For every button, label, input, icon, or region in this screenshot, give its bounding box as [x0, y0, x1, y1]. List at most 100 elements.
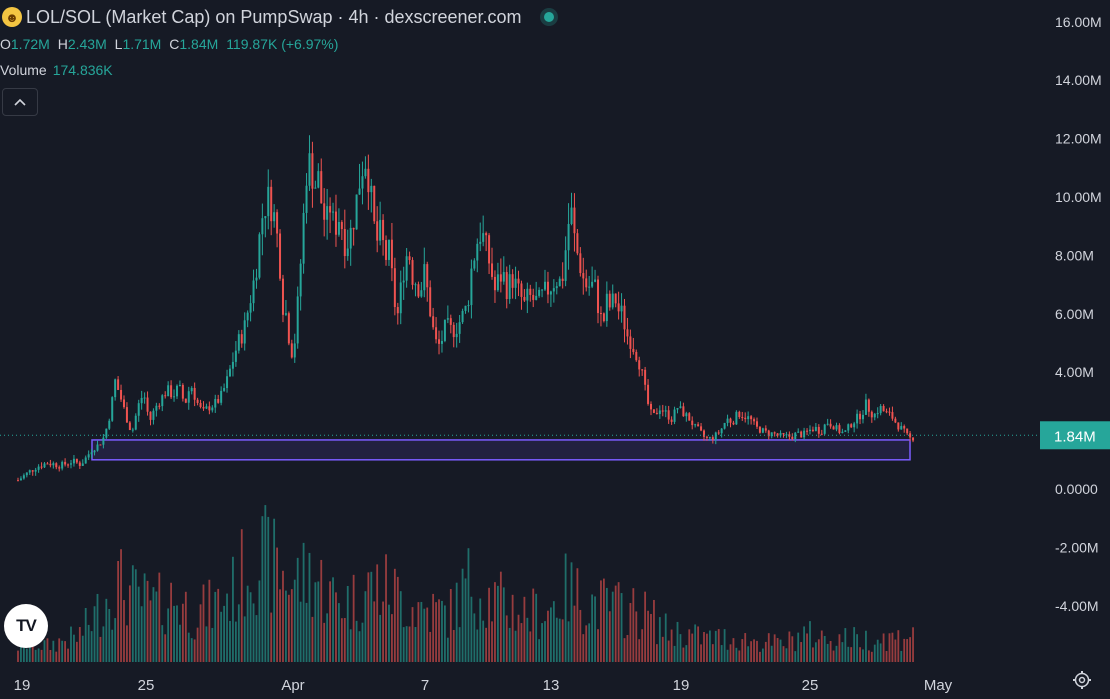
candle-body: [464, 305, 467, 311]
y-tick-label: -2.00M: [1055, 539, 1099, 555]
volume-bar: [708, 630, 711, 662]
x-tick-label: 7: [421, 677, 429, 694]
candle-body: [591, 281, 594, 287]
close-key: C: [169, 36, 180, 52]
collapse-legend-button[interactable]: [2, 88, 38, 116]
candle-body: [806, 430, 809, 432]
candle-body: [770, 432, 773, 437]
candle-body: [561, 278, 564, 281]
volume-bar: [214, 591, 217, 662]
volume-bar: [252, 603, 255, 662]
volume-bar: [876, 639, 879, 662]
volume-bar: [220, 611, 223, 662]
candle-body: [502, 272, 505, 282]
candle-body: [249, 303, 252, 313]
candle-body: [729, 418, 732, 423]
y-tick-label: 14.00M: [1055, 72, 1102, 88]
candle-body: [417, 284, 420, 297]
candle-body: [440, 340, 443, 344]
candle-body: [17, 480, 19, 482]
candle-body: [732, 422, 735, 425]
candle-body: [152, 410, 155, 420]
low-key: L: [114, 36, 123, 52]
volume-bar: [856, 634, 858, 662]
volume-bar: [161, 625, 164, 662]
volume-bar: [444, 605, 446, 662]
candle-body: [393, 268, 396, 308]
volume-bar: [594, 596, 596, 662]
candle-body: [909, 433, 912, 438]
volume-bar: [526, 617, 529, 662]
candle-body: [346, 248, 349, 257]
volume-bar: [305, 602, 308, 662]
candle-body: [694, 424, 697, 426]
volume-bar: [879, 643, 882, 662]
volume-bar: [753, 639, 755, 662]
candle-body: [626, 329, 629, 337]
candle-body: [443, 319, 446, 341]
volume-bar: [429, 631, 432, 662]
candle-body: [455, 333, 458, 338]
volume-bar: [173, 605, 175, 662]
candle-body: [491, 263, 494, 277]
volume-bar: [912, 627, 914, 662]
volume-bar: [211, 627, 214, 662]
candle-body: [46, 463, 49, 465]
gear-icon[interactable]: [1072, 670, 1092, 690]
candle-body: [122, 399, 125, 408]
candle-body: [800, 431, 803, 438]
volume-bar: [349, 629, 352, 662]
candle-body: [635, 351, 638, 361]
candle-body: [258, 234, 261, 278]
volume-bar: [270, 612, 273, 662]
tradingview-logo[interactable]: TV: [4, 604, 48, 648]
candle-body: [870, 411, 873, 418]
candle-body: [184, 398, 187, 403]
current-price-label: 1.84M: [1040, 421, 1110, 450]
candle-body: [231, 361, 234, 369]
current-price-text: 1.84M: [1054, 428, 1096, 445]
candle-body: [284, 313, 287, 315]
volume-bar: [759, 651, 761, 662]
candle-body: [340, 222, 343, 230]
candle-body: [382, 219, 385, 241]
volume-bar: [58, 638, 61, 662]
candle-body: [567, 223, 570, 251]
candle-body: [140, 397, 143, 404]
candle-body: [614, 293, 617, 304]
candle-body: [187, 391, 190, 403]
candle-body: [493, 276, 496, 291]
volume-bar: [22, 638, 25, 662]
volume-bar: [352, 574, 355, 662]
volume-bar: [332, 577, 334, 662]
candle-body: [164, 395, 167, 397]
candle-body: [308, 153, 311, 186]
volume-bar: [653, 599, 655, 662]
volume-bar: [340, 618, 343, 662]
volume-bar: [396, 576, 399, 662]
candle-body: [252, 280, 255, 304]
volume-bar: [388, 604, 390, 662]
volume-bar: [723, 629, 726, 662]
candle-body: [287, 313, 290, 344]
candle-body: [385, 240, 388, 260]
volume-bar: [335, 592, 337, 662]
candle-body: [811, 429, 814, 431]
candle-body: [158, 405, 161, 407]
candle-body: [850, 424, 853, 428]
candle-body: [605, 293, 608, 322]
volume-bar: [452, 629, 455, 662]
volume-bar: [720, 645, 723, 662]
candle-body: [202, 406, 205, 409]
volume-bar: [176, 605, 178, 662]
candle-body: [438, 339, 441, 344]
candle-body: [420, 290, 423, 297]
volume-bar: [626, 635, 629, 662]
volume-label: Volume: [0, 62, 47, 78]
candle-body: [717, 432, 720, 434]
candle-body: [647, 384, 650, 404]
volume-bar: [84, 607, 87, 662]
volume-bar: [585, 625, 588, 662]
candle-body: [570, 207, 573, 224]
